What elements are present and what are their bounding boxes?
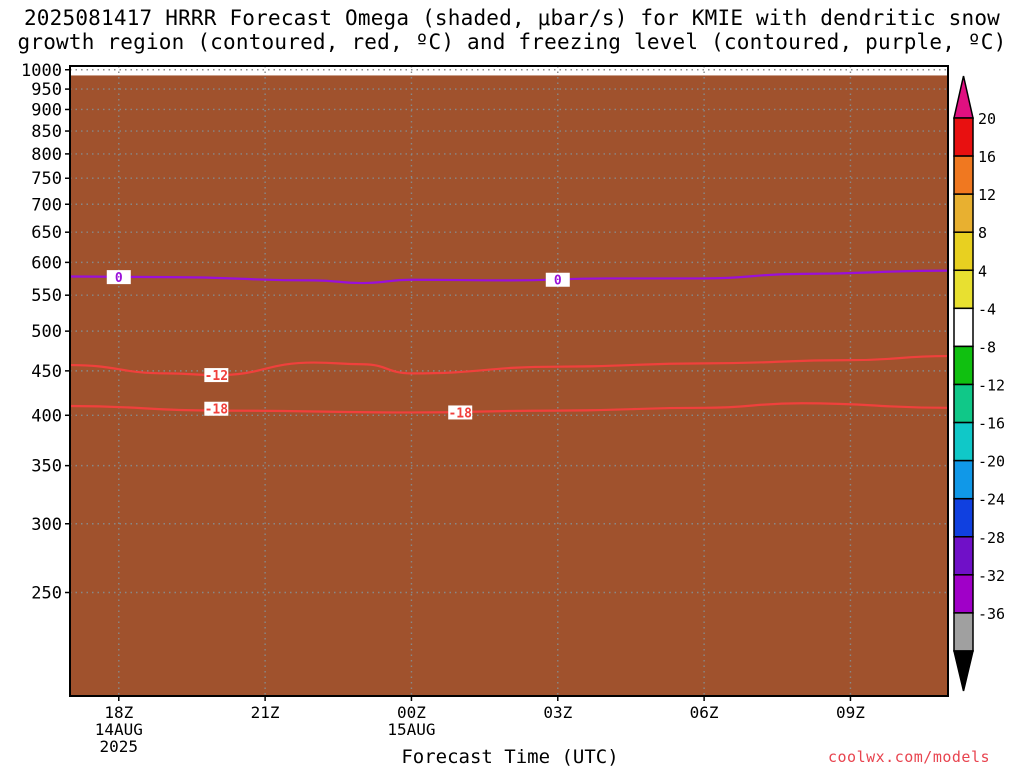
y-tick-label: 250 xyxy=(31,584,62,604)
colorbar-label: -12 xyxy=(978,377,1005,395)
colorbar-bin xyxy=(953,574,974,614)
colorbar-label: 12 xyxy=(978,186,996,204)
x-tick-label: 06Z xyxy=(690,703,719,722)
colorbar-bottom-arrow xyxy=(953,650,974,692)
plot-frame xyxy=(69,65,949,697)
colorbar-label: -36 xyxy=(978,605,1005,623)
colorbar-bin xyxy=(953,345,974,386)
colorbar-bin xyxy=(953,231,974,272)
contour-label-bg xyxy=(448,405,473,420)
colorbar-bin xyxy=(953,497,974,538)
colorbar-bin xyxy=(953,269,974,310)
contour-label: -18 xyxy=(448,406,472,421)
y-tick-label: 500 xyxy=(31,322,62,342)
colorbar-label: 4 xyxy=(978,262,987,280)
colorbar-bin xyxy=(953,117,974,157)
colorbar-label: -24 xyxy=(978,491,1005,509)
contour-label: 0 xyxy=(554,274,562,289)
y-tick-label: 300 xyxy=(31,515,62,535)
y-tick-label: 450 xyxy=(31,362,62,382)
y-tick-label: 400 xyxy=(31,406,62,426)
colorbar-label: 16 xyxy=(978,148,996,166)
x-tick-label: 00Z xyxy=(397,703,426,722)
contour-label-bg xyxy=(106,270,131,285)
colorbar-label: -20 xyxy=(978,453,1005,471)
colorbar-bin xyxy=(953,421,974,462)
y-tick-label: 600 xyxy=(31,253,62,273)
colorbar-bin xyxy=(953,307,974,348)
contour-label-bg xyxy=(545,272,570,287)
x-tick-label: 2025 xyxy=(100,737,139,756)
colorbar-bin xyxy=(953,155,974,195)
y-tick-label: 750 xyxy=(31,169,62,189)
colorbar-label: -28 xyxy=(978,529,1005,547)
x-axis-label: Forecast Time (UTC) xyxy=(401,746,619,768)
y-tick-label: 650 xyxy=(31,223,62,243)
x-tick-label: 09Z xyxy=(836,703,865,722)
y-tick-label: 850 xyxy=(31,122,62,142)
contour-label: -12 xyxy=(205,369,228,384)
chart-title: 2025081417 HRRR Forecast Omega (shaded, … xyxy=(0,6,1024,54)
y-tick-label: 800 xyxy=(31,145,62,165)
colorbar-label: 8 xyxy=(978,224,987,242)
colorbar-label: -8 xyxy=(978,338,996,356)
x-tick-label: 15AUG xyxy=(387,720,435,739)
colorbar-bin xyxy=(953,193,974,233)
y-tick-label: 550 xyxy=(31,286,62,306)
x-tick-label: 03Z xyxy=(543,703,572,722)
colorbar-bin xyxy=(953,612,974,652)
colorbar-top-arrow xyxy=(953,75,974,119)
y-tick-label: 700 xyxy=(31,195,62,215)
y-tick-label: 900 xyxy=(31,100,62,120)
contour-label-bg xyxy=(204,401,229,416)
contour-line xyxy=(69,269,949,285)
colorbar-bin xyxy=(953,459,974,500)
credit-text: coolwx.com/models xyxy=(828,748,991,766)
x-tick-label: 21Z xyxy=(251,703,280,722)
contour-label-bg xyxy=(204,368,229,383)
contour-label: 0 xyxy=(115,271,123,286)
ground-fill xyxy=(70,75,948,696)
y-tick-label: 950 xyxy=(31,80,62,100)
colorbar-bin xyxy=(953,536,974,576)
x-tick-label: 14AUG xyxy=(95,720,143,739)
contour-line xyxy=(69,354,949,377)
colorbar-label: -16 xyxy=(978,415,1005,433)
y-tick-label: 350 xyxy=(31,457,62,477)
colorbar-bin xyxy=(953,383,974,424)
colorbar-label: -4 xyxy=(978,300,996,318)
colorbar-label: -32 xyxy=(978,567,1005,585)
contour-label: -18 xyxy=(205,403,229,418)
x-tick-label: 18Z xyxy=(104,703,133,722)
title-line-2: growth region (contoured, red, ºC) and f… xyxy=(17,30,1007,54)
colorbar-label: 20 xyxy=(978,110,996,128)
title-line-1: 2025081417 HRRR Forecast Omega (shaded, … xyxy=(23,6,1001,30)
y-tick-label: 1000 xyxy=(21,61,62,81)
